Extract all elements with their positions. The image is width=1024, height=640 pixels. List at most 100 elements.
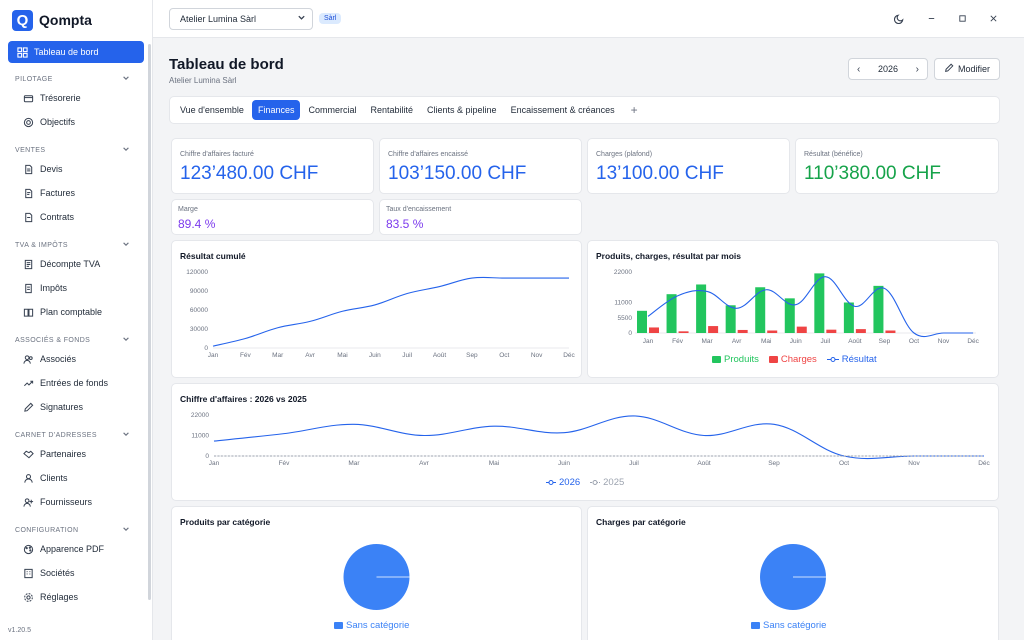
kpi-value: 110’380.00 CHF (804, 163, 941, 184)
legend-item-2026[interactable]: 2026 (546, 477, 580, 488)
y-tick-label: 0 (628, 330, 632, 337)
chart-card-produits-categorie: Produits par catégorie Sans catégorie (171, 506, 582, 640)
tab-item[interactable]: Rentabilité (370, 105, 414, 115)
tab-item[interactable]: Finances (251, 100, 301, 120)
y-tick-label: 11000 (614, 300, 632, 307)
sidebar-item[interactable]: Entrées de fonds (0, 371, 152, 395)
tab-item[interactable]: Commercial (308, 105, 357, 115)
sidebar-item-label: Factures (40, 188, 76, 198)
sidebar-item[interactable]: Fournisseurs (0, 490, 152, 514)
legend-label: 2025 (603, 477, 625, 488)
kpi-label: Marge (178, 206, 198, 213)
sidebar-item-label: Clients (40, 473, 68, 483)
sidebar-item[interactable]: Réglages (0, 585, 152, 609)
y-tick-label: 0 (204, 345, 208, 352)
bar-produits (725, 305, 736, 333)
x-tick-label: Oct (839, 460, 849, 467)
sidebar-item[interactable]: Clients (0, 466, 152, 490)
legend-item-sans-categorie[interactable]: Sans catégorie (334, 620, 409, 631)
book-icon (22, 306, 34, 318)
sidebar-item[interactable]: Devis (0, 157, 152, 181)
sidebar-item[interactable]: Sociétés (0, 561, 152, 585)
chevron-left-icon[interactable]: ‹ (856, 63, 861, 75)
legend-item-2025[interactable]: 2025 (590, 477, 624, 488)
x-tick-label: Nov (908, 460, 920, 467)
chart-legend: Sans catégorie (334, 620, 409, 631)
tab-item[interactable]: Vue d'ensemble (180, 105, 244, 115)
tab-item[interactable]: Encaissement & créances (510, 105, 615, 115)
x-tick-label: Mar (702, 338, 714, 345)
gear-icon (22, 591, 34, 603)
x-tick-label: Fév (672, 338, 684, 345)
brand[interactable]: Q Qompta (0, 0, 152, 40)
sidebar-item[interactable]: Contrats (0, 205, 152, 229)
sidebar-item-dashboard[interactable]: Tableau de bord (8, 41, 144, 63)
add-tab-plus-icon[interactable]: + (630, 103, 638, 117)
bar-charges (649, 327, 659, 333)
sidebar-item[interactable]: Objectifs (0, 110, 152, 134)
maximize-icon[interactable] (958, 14, 967, 23)
tab-item[interactable]: Clients & pipeline (427, 105, 497, 115)
bar-produits (814, 273, 825, 333)
sidebar-item[interactable]: Impôts (0, 276, 152, 300)
minimize-icon[interactable] (927, 14, 936, 23)
sidebar-item[interactable]: Signatures (0, 395, 152, 419)
y-tick-label: 120000 (186, 269, 208, 276)
sidebar-section-header[interactable]: TVA & IMPÔTS (0, 238, 152, 252)
kpi-card-charges: Charges (plafond) 13’100.00 CHF (587, 138, 790, 194)
legend-swatch (334, 622, 343, 629)
sidebar-item-label: Réglages (40, 592, 79, 602)
sidebar-section-header[interactable]: VENTES (0, 143, 152, 157)
x-tick-label: Mar (272, 352, 284, 359)
legend-label: 2026 (559, 477, 581, 488)
bar-charges (767, 330, 778, 333)
kpi-value: 83.5 % (386, 217, 424, 231)
building-icon (22, 567, 34, 579)
sidebar-item[interactable]: Décompte TVA (0, 252, 152, 276)
sidebar-section-header[interactable]: PILOTAGE (0, 72, 152, 86)
sidebar-item[interactable]: Apparence PDF (0, 537, 152, 561)
sidebar-item[interactable]: Associés (0, 347, 152, 371)
legend-label: Charges (780, 354, 817, 365)
x-tick-label: Août (697, 460, 711, 467)
company-select[interactable]: Atelier Lumina Sàrl (169, 7, 313, 30)
close-icon[interactable] (989, 14, 998, 23)
y-tick-label: 60000 (190, 307, 208, 314)
chevron-right-icon[interactable]: › (915, 63, 919, 75)
sidebar-section-header[interactable]: CARNET D'ADRESSES (0, 428, 152, 442)
x-tick-label: Juil (629, 460, 639, 467)
legend-item-charges[interactable]: Charges (768, 354, 817, 365)
sidebar-item-label: Signatures (40, 402, 84, 412)
main-area: Atelier Lumina Sàrl Sàrl (153, 0, 1024, 640)
x-tick-label: Août (433, 352, 447, 359)
sidebar-scrollbar[interactable] (148, 44, 151, 600)
sidebar-item[interactable]: Trésorerie (0, 86, 152, 110)
sidebar-item[interactable]: Plan comptable (0, 300, 152, 324)
legend-item-produits[interactable]: Produits (712, 354, 759, 365)
bar-produits (843, 302, 854, 333)
x-tick-label: Déc (978, 460, 990, 467)
sidebar-item-label: Objectifs (40, 117, 76, 127)
legend-item-resultat[interactable]: Résultat (826, 354, 877, 365)
legend-swatch (768, 356, 778, 363)
sidebar-section-header[interactable]: CONFIGURATION (0, 523, 152, 537)
sidebar-item[interactable]: Factures (0, 181, 152, 205)
chart-legend: Produits Charges Résultat (712, 354, 877, 365)
sidebar-item-label: Trésorerie (40, 93, 81, 103)
bar-produits (666, 294, 677, 333)
theme-moon-icon[interactable] (894, 13, 905, 24)
sidebar-section-header[interactable]: ASSOCIÉS & FONDS (0, 333, 152, 347)
sidebar-section-title: PILOTAGE (15, 75, 53, 83)
sidebar-item-label: Tableau de bord (34, 47, 99, 57)
bar-charges (708, 326, 719, 333)
edit-button[interactable]: Modifier (933, 58, 1000, 80)
legend-item-sans-categorie[interactable]: Sans catégorie (751, 620, 826, 631)
chevron-down-icon (122, 145, 130, 155)
kpi-card-resultat: Résultat (bénéfice) 110’380.00 CHF (795, 138, 999, 194)
x-tick-label: Jan (643, 338, 654, 345)
bar-produits (784, 298, 795, 333)
sidebar-section-title: TVA & IMPÔTS (15, 241, 68, 249)
sidebar-item[interactable]: Partenaires (0, 442, 152, 466)
y-tick-label: 22000 (191, 412, 209, 419)
x-tick-label: Avr (305, 352, 315, 359)
